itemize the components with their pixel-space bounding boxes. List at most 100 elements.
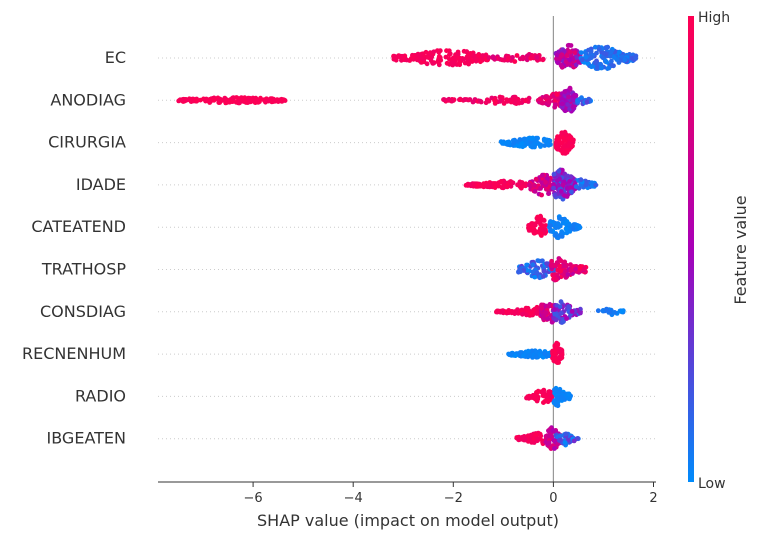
shap-point — [486, 55, 492, 60]
shap-point — [577, 265, 582, 271]
shap-point — [419, 51, 425, 57]
shap-point — [583, 182, 589, 188]
shap-point — [528, 311, 533, 316]
shap-point — [426, 55, 431, 60]
shap-point — [581, 266, 587, 272]
shap-point — [556, 349, 562, 355]
shap-point — [430, 61, 436, 66]
shap-point — [552, 446, 557, 451]
shap-point — [568, 262, 573, 267]
shap-point — [600, 50, 606, 56]
shap-point — [603, 45, 609, 51]
shap-point — [529, 395, 534, 400]
shap-point — [523, 140, 529, 146]
shap-point — [566, 304, 572, 310]
shap-point — [552, 263, 558, 268]
shap-point — [539, 192, 544, 198]
shap-point — [564, 230, 570, 236]
shap-point — [481, 181, 487, 187]
shap-point — [211, 97, 217, 103]
shap-point — [570, 104, 576, 110]
colorbar-gradient — [688, 16, 694, 482]
shap-point — [447, 56, 452, 62]
shap-point — [554, 92, 560, 97]
shap-point — [540, 172, 545, 178]
shap-point — [559, 217, 565, 222]
feature-label: EC — [105, 48, 126, 67]
shap-point — [530, 269, 536, 275]
feature-label: TRATHOSP — [41, 260, 127, 279]
shap-point — [532, 189, 538, 194]
shap-point — [559, 230, 564, 236]
shap-point — [512, 309, 517, 315]
shap-point — [606, 65, 612, 71]
shap-point — [527, 352, 533, 358]
feature-label: RADIO — [75, 386, 126, 405]
shap-point — [577, 225, 582, 231]
shap-point — [254, 97, 260, 103]
colorbar-title: Feature value — [731, 195, 750, 304]
shap-point — [546, 191, 552, 196]
colorbar-high-label: High — [698, 10, 730, 26]
shap-point — [559, 96, 565, 102]
shap-point — [471, 181, 477, 187]
shap-point — [506, 140, 512, 146]
shap-point — [263, 99, 268, 105]
shap-point — [476, 53, 481, 58]
shap-point — [220, 97, 225, 103]
shap-point — [461, 56, 467, 62]
shap-point — [464, 49, 470, 55]
shap-point — [568, 185, 574, 191]
shap-point — [541, 136, 547, 142]
shap-point — [189, 98, 195, 104]
feature-row: TRATHOSP — [41, 256, 656, 283]
shap-point — [462, 97, 468, 102]
shap-point — [592, 44, 598, 50]
shap-point — [562, 440, 568, 445]
feature-label: IDADE — [76, 175, 126, 194]
shap-point — [546, 304, 551, 309]
shap-point — [250, 98, 255, 103]
shap-point — [492, 185, 498, 191]
shap-point — [436, 59, 441, 65]
shap-point — [603, 58, 608, 64]
feature-row: IDADE — [76, 167, 656, 202]
shap-point — [547, 393, 553, 399]
shap-point — [572, 50, 578, 56]
shap-point — [569, 189, 574, 195]
feature-row: RECNENHUM — [22, 340, 656, 365]
shap-point — [558, 188, 564, 194]
shap-point — [539, 100, 545, 106]
shap-point — [573, 266, 578, 272]
feature-row: IBGEATEN — [47, 425, 656, 451]
shap-point — [551, 171, 557, 177]
shap-point — [529, 221, 534, 227]
shap-point — [545, 176, 550, 182]
shap-point — [180, 97, 186, 102]
shap-point — [529, 348, 535, 354]
shap-point — [508, 351, 514, 357]
shap-point — [559, 101, 565, 107]
shap-point — [554, 277, 559, 283]
shap-point — [527, 182, 532, 188]
shap-point — [498, 179, 504, 184]
shap-point — [565, 102, 570, 107]
shap-point — [519, 180, 525, 185]
shap-point — [444, 48, 449, 54]
shap-point — [611, 55, 617, 60]
shap-point — [599, 65, 604, 71]
shap-point — [501, 141, 507, 146]
shap-point — [450, 55, 456, 61]
shap-point — [534, 354, 540, 360]
shap-point — [404, 57, 410, 63]
shap-point — [280, 97, 286, 102]
shap-point — [535, 436, 540, 442]
shap-point — [525, 348, 531, 354]
shap-point — [556, 136, 561, 142]
shap-point — [552, 387, 557, 393]
shap-point — [538, 186, 543, 191]
shap-point — [619, 54, 625, 60]
shap-point — [271, 98, 276, 104]
shap-point — [535, 214, 541, 220]
shap-point — [512, 96, 518, 102]
